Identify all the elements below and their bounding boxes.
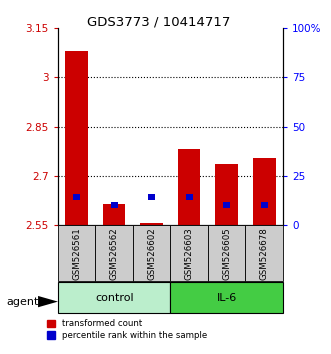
Bar (140, 223, 163, 225)
Bar (148, 194, 155, 200)
Bar (178, 149, 201, 225)
Text: GSM526678: GSM526678 (260, 227, 269, 280)
Text: GDS3773 / 10414717: GDS3773 / 10414717 (87, 16, 231, 29)
Bar (246, 225, 283, 281)
Bar (261, 202, 268, 208)
Text: GSM526605: GSM526605 (222, 227, 231, 280)
Bar (208, 225, 246, 281)
Text: GSM526561: GSM526561 (72, 227, 81, 280)
Bar (73, 194, 80, 200)
Text: agent: agent (7, 297, 39, 307)
Text: control: control (95, 293, 133, 303)
Bar (58, 282, 170, 313)
Legend: transformed count, percentile rank within the sample: transformed count, percentile rank withi… (47, 319, 207, 340)
Bar (133, 225, 170, 281)
Bar (253, 158, 275, 225)
Text: GSM526602: GSM526602 (147, 227, 156, 280)
Bar (111, 202, 118, 208)
Text: GSM526562: GSM526562 (110, 227, 119, 280)
Bar (170, 282, 283, 313)
Polygon shape (38, 296, 58, 307)
Bar (58, 225, 95, 281)
Bar (95, 225, 133, 281)
Bar (66, 51, 88, 225)
Bar (103, 204, 125, 225)
Bar (223, 202, 230, 208)
Bar (170, 225, 208, 281)
Bar (186, 194, 193, 200)
Text: GSM526603: GSM526603 (185, 227, 194, 280)
Bar (215, 164, 238, 225)
Text: IL-6: IL-6 (216, 293, 237, 303)
